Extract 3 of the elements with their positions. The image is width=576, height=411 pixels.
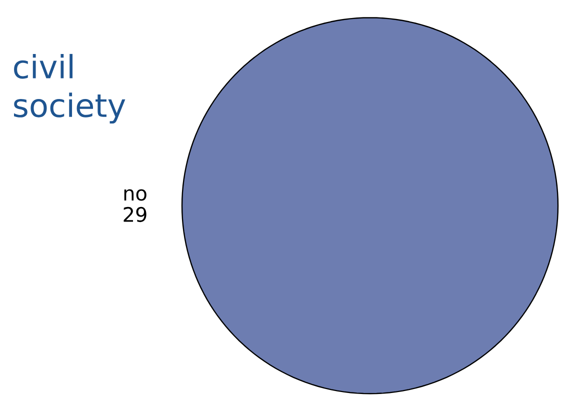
slice-label: no bbox=[124, 189, 146, 201]
text: civil society bbox=[14, 54, 126, 124]
data-label: 29 bbox=[124, 206, 146, 222]
